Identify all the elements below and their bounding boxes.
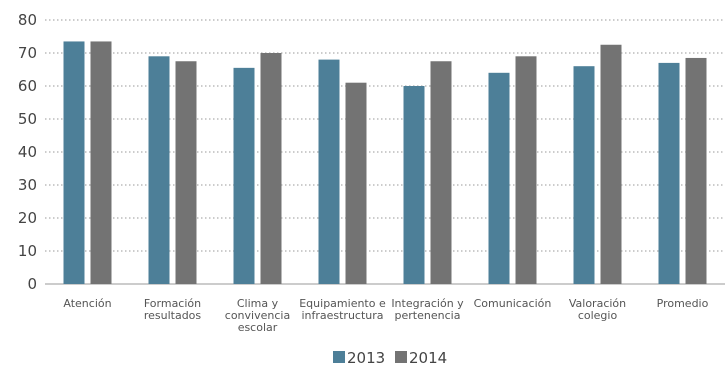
category-label: Clima y (237, 297, 279, 310)
legend-label-2013: 2013 (347, 349, 385, 367)
y-tick-label: 80 (18, 11, 37, 29)
y-tick-label: 60 (18, 77, 37, 95)
bar-2014-7 (685, 57, 707, 285)
category-label: Formación (144, 297, 201, 310)
bar-2014-3 (345, 82, 367, 284)
bar-2013-4 (403, 86, 425, 284)
bar-2013-5 (488, 72, 510, 284)
y-tick-label: 40 (18, 143, 37, 161)
legend: 2013 2014 (333, 349, 447, 367)
y-tick-label: 70 (18, 44, 37, 62)
y-tick-label: 20 (18, 209, 37, 227)
bar-2014-4 (430, 61, 452, 284)
y-tick-label: 50 (18, 110, 37, 128)
legend-label-2014: 2014 (409, 349, 447, 367)
bar-2013-2 (233, 67, 255, 284)
bar-2014-0 (90, 41, 112, 285)
bar-2013-3 (318, 59, 340, 284)
bar-2013-7 (658, 62, 680, 285)
category-label: pertenencia (395, 309, 461, 322)
y-tick-label: 30 (18, 176, 37, 194)
category-label: Equipamiento e (299, 297, 386, 310)
gridlines (45, 19, 725, 285)
category-label: Atención (63, 297, 111, 310)
category-label: colegio (578, 309, 618, 322)
category-label: Integración y (391, 297, 464, 310)
legend-swatch-2014 (395, 351, 407, 363)
category-label: resultados (144, 309, 202, 322)
y-tick-label: 0 (27, 275, 37, 293)
category-label: Comunicación (474, 297, 552, 310)
bar-2014-1 (175, 61, 197, 284)
legend-swatch-2013 (333, 351, 345, 363)
bar-2013-6 (573, 66, 595, 284)
bar-2013-1 (148, 56, 170, 284)
category-label: Valoración (569, 297, 626, 310)
category-label: convivencia (225, 309, 290, 322)
category-label: escolar (238, 321, 278, 334)
category-label: Promedio (657, 297, 709, 310)
category-label: infraestructura (301, 309, 383, 322)
bar-2014-2 (260, 53, 282, 284)
y-tick-label: 10 (18, 242, 37, 260)
bar-2013-0 (63, 41, 85, 285)
bars (63, 41, 707, 285)
bar-2014-6 (600, 44, 622, 284)
bar-2014-5 (515, 56, 537, 284)
y-axis-ticks: 0 10 20 30 40 50 60 70 80 (18, 11, 37, 293)
